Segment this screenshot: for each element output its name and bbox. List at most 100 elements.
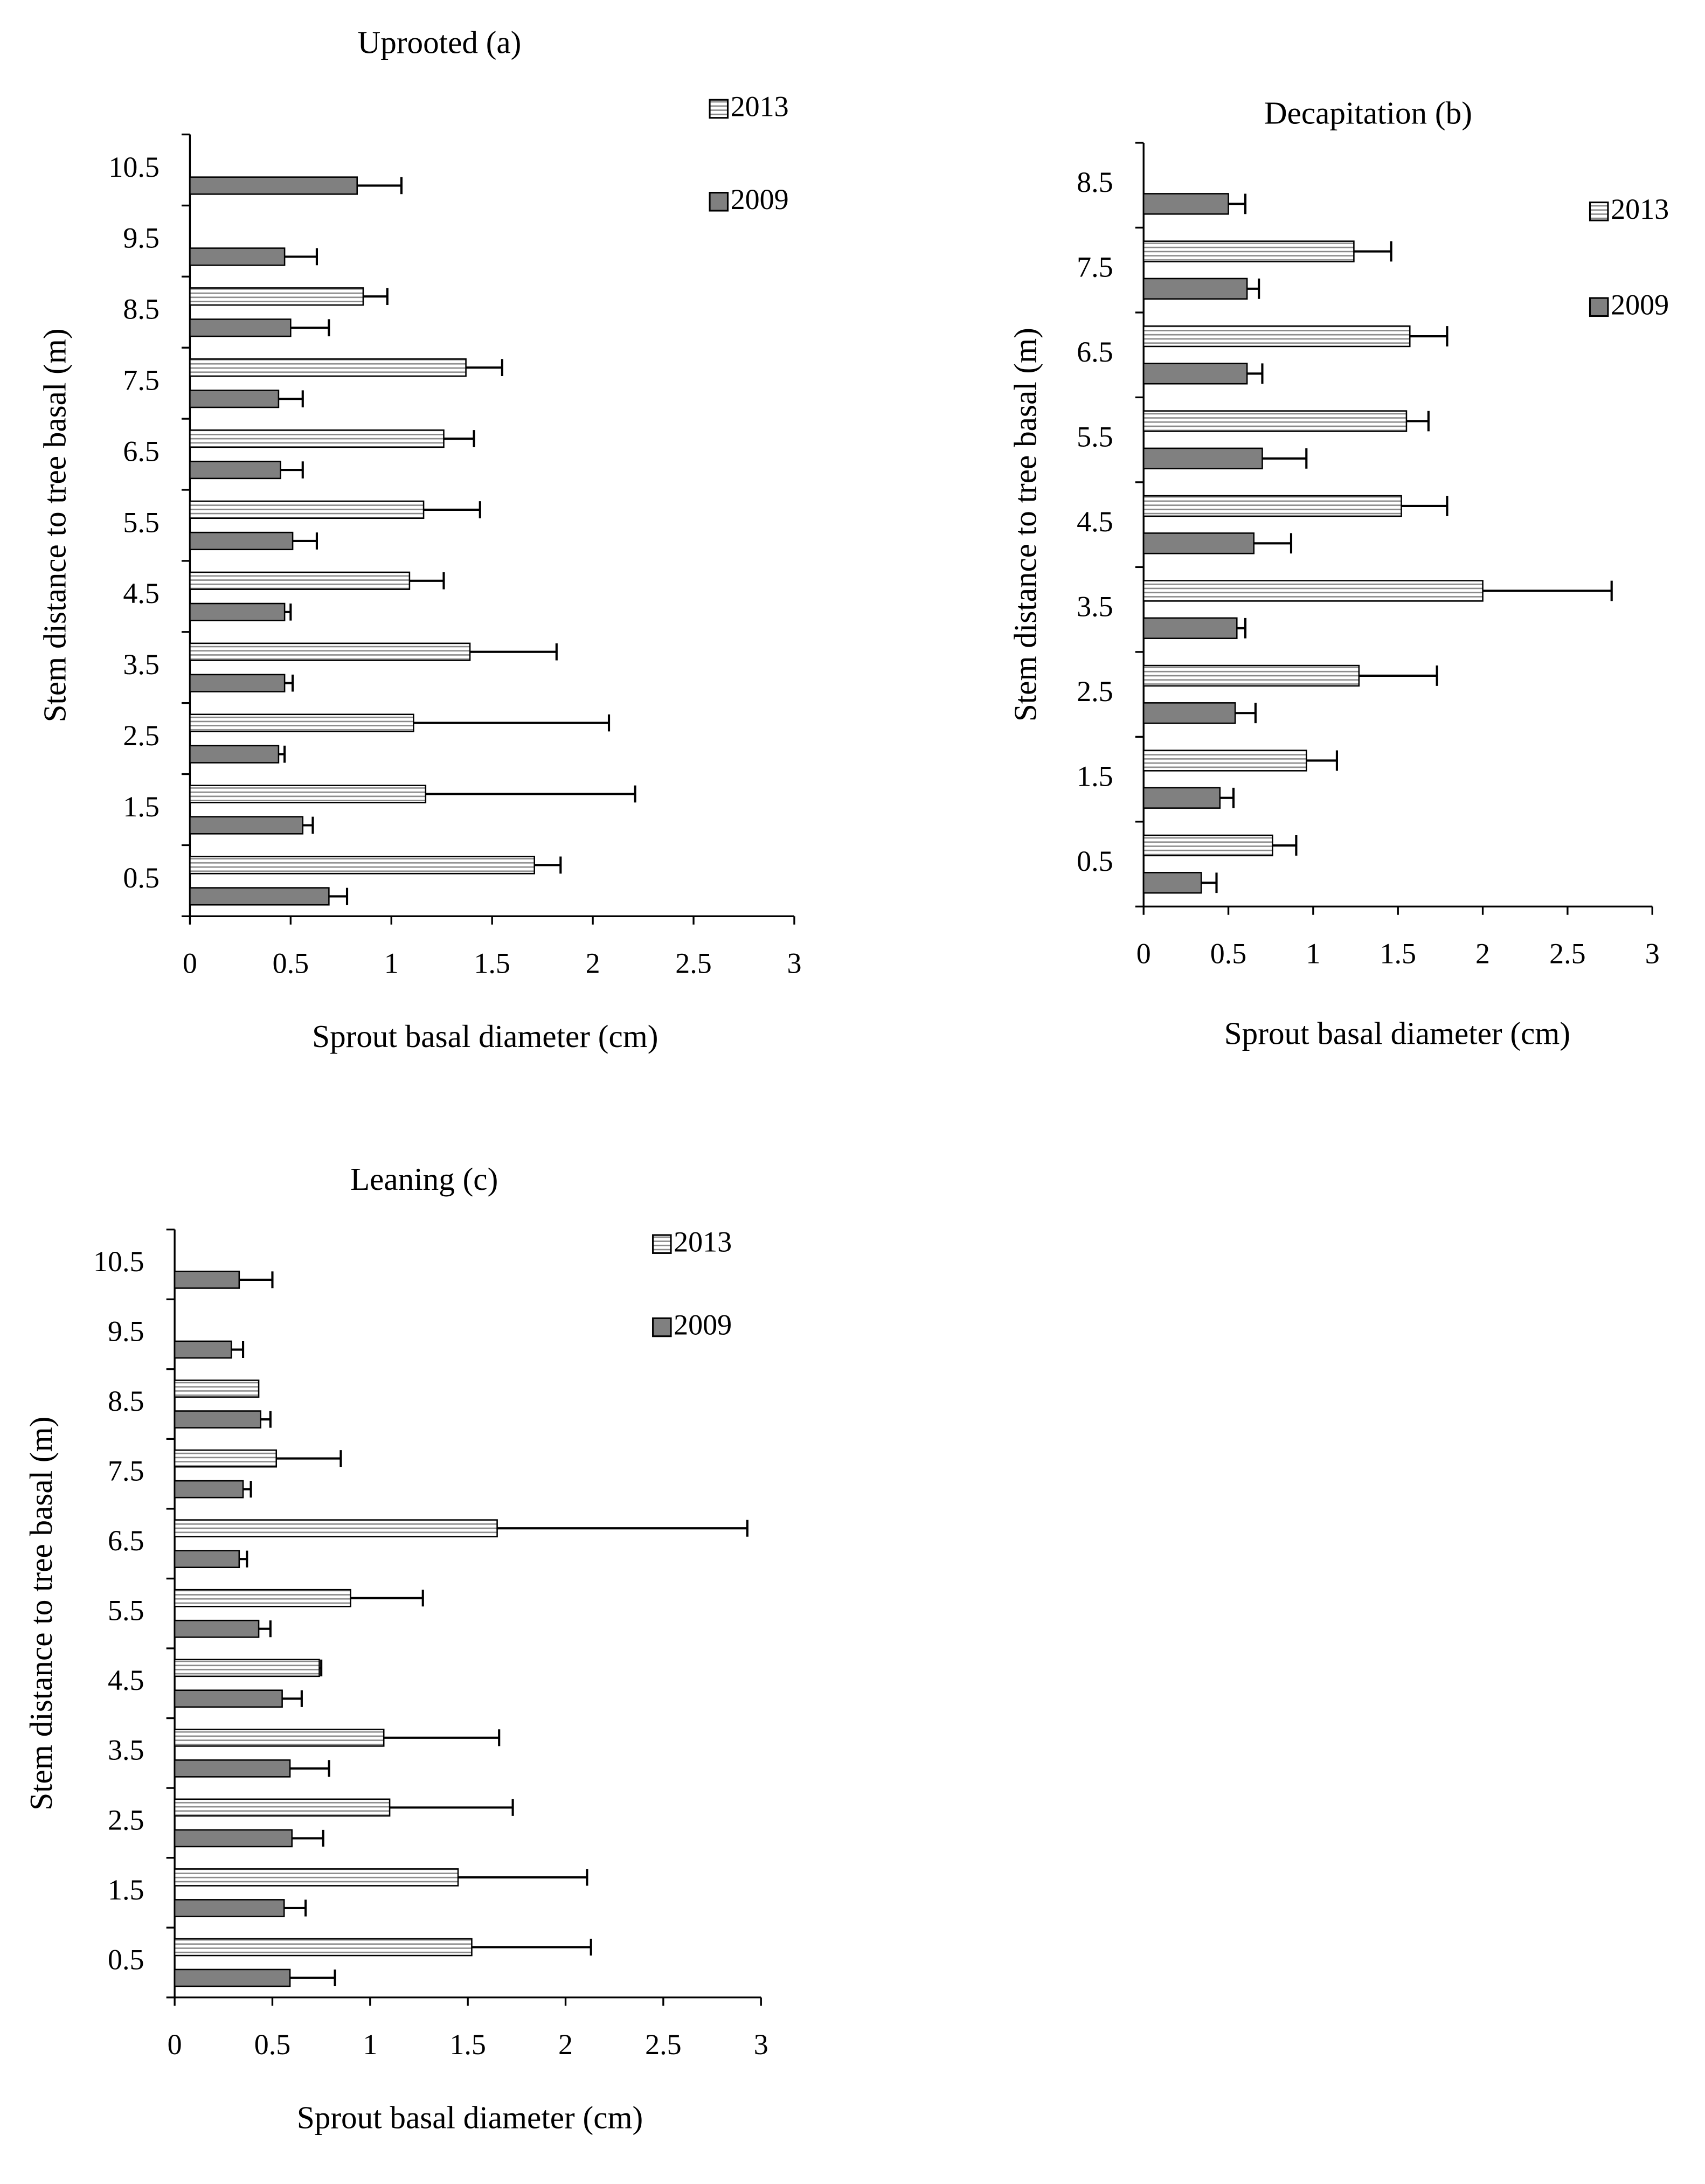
error-bar <box>1235 703 1257 724</box>
error-bar <box>259 1620 272 1638</box>
bar <box>189 358 467 377</box>
bar <box>174 1938 473 1957</box>
x-tick-label: 2.5 <box>675 947 711 979</box>
bar <box>1142 834 1273 857</box>
error-bar <box>1306 750 1338 771</box>
error-bar <box>1219 787 1235 808</box>
x-axis-label: Sprout basal diameter (cm) <box>1224 1016 1570 1051</box>
error-bar <box>390 1799 514 1816</box>
legend-label: 2009 <box>731 183 789 216</box>
error-bar <box>1228 193 1247 214</box>
error-bar <box>260 1411 272 1428</box>
error-bar <box>231 1341 245 1358</box>
y-tick-label: 1.5 <box>108 1874 144 1906</box>
error-bar <box>1354 241 1392 262</box>
error-bar <box>466 359 503 376</box>
y-tick-label: 1.5 <box>123 791 160 823</box>
legend-swatch <box>652 1234 672 1254</box>
error-bar <box>1237 618 1247 639</box>
bar <box>189 460 281 480</box>
legend-label: 2009 <box>674 1309 732 1341</box>
error-bar <box>470 643 558 661</box>
error-bar <box>424 501 481 518</box>
y-tick-label: 0.5 <box>123 862 160 894</box>
x-tick-label: 0.5 <box>1210 937 1247 969</box>
error-bar <box>329 888 349 905</box>
y-tick-label: 9.5 <box>108 1315 144 1347</box>
error-bar <box>458 1869 588 1886</box>
y-tick-label: 6.5 <box>108 1524 144 1557</box>
error-bar <box>285 674 294 692</box>
y-tick-label: 3.5 <box>108 1734 144 1766</box>
y-tick-label: 6.5 <box>123 435 160 467</box>
bar <box>189 247 286 266</box>
y-tick-label: 4.5 <box>108 1664 144 1696</box>
y-tick-label: 5.5 <box>123 506 160 538</box>
x-tick-label: 0 <box>1136 937 1151 969</box>
bar <box>174 1868 459 1887</box>
y-tick-label: 10.5 <box>108 151 160 183</box>
chart: Leaning (c) Sprout basal diameter (cm) Ste… <box>23 1161 768 2135</box>
legend-label: 2013 <box>674 1225 732 1258</box>
y-tick-label: 4.5 <box>1077 505 1113 538</box>
y-tick-label: 0.5 <box>1077 845 1113 877</box>
y-tick-label: 2.5 <box>123 719 160 752</box>
x-tick-label: 1.5 <box>1380 937 1416 969</box>
y-tick-label: 10.5 <box>93 1245 144 1278</box>
x-tick-label: 2 <box>1475 937 1490 969</box>
bar <box>1142 495 1402 517</box>
error-bar <box>239 1550 248 1568</box>
bar <box>189 745 280 764</box>
error-bar <box>1406 411 1430 432</box>
error-bar <box>1410 326 1448 346</box>
bar <box>1142 750 1307 772</box>
legend-swatch <box>1589 202 1609 221</box>
bar <box>1142 617 1238 639</box>
bar <box>1142 872 1202 894</box>
bar <box>174 1550 240 1569</box>
x-tick-label: 2.5 <box>645 2028 682 2061</box>
bar <box>1142 787 1221 809</box>
error-bar <box>276 1450 342 1467</box>
bar <box>189 674 286 692</box>
x-tick-label: 2.5 <box>1549 937 1586 969</box>
y-tick-label: 7.5 <box>1077 251 1113 283</box>
bar <box>174 1829 293 1848</box>
error-bar <box>239 1271 274 1288</box>
bar <box>174 1340 232 1359</box>
bar <box>174 1519 498 1537</box>
bar <box>189 531 294 551</box>
legend-swatch <box>709 99 729 119</box>
error-bar <box>1482 580 1613 601</box>
bar <box>189 287 364 306</box>
x-axis-label: Sprout basal diameter (cm) <box>297 2099 643 2135</box>
bar <box>174 1449 278 1468</box>
error-bar <box>534 856 562 874</box>
bar <box>1142 325 1411 348</box>
bar <box>189 816 304 835</box>
error-bar <box>384 1729 501 1746</box>
legend-swatch <box>709 192 729 212</box>
y-tick-label: 3.5 <box>123 648 160 681</box>
bar <box>189 176 358 195</box>
error-bar <box>282 1690 303 1707</box>
x-tick-label: 0.5 <box>254 2028 291 2061</box>
bar <box>1142 447 1263 469</box>
error-bar <box>363 288 389 306</box>
y-tick-label: 7.5 <box>123 364 160 397</box>
error-bar <box>1262 448 1308 469</box>
bar <box>189 713 414 732</box>
error-bar <box>319 1659 323 1676</box>
bar <box>1142 410 1408 432</box>
legend-label: 2013 <box>731 91 789 123</box>
bar <box>174 1728 385 1747</box>
y-tick-label: 3.5 <box>1077 591 1113 623</box>
bar <box>189 887 330 906</box>
error-bar <box>409 572 445 590</box>
x-tick-label: 0.5 <box>273 947 309 979</box>
error-bar <box>278 390 304 407</box>
y-tick-label: 8.5 <box>123 293 160 325</box>
bar <box>189 642 471 661</box>
